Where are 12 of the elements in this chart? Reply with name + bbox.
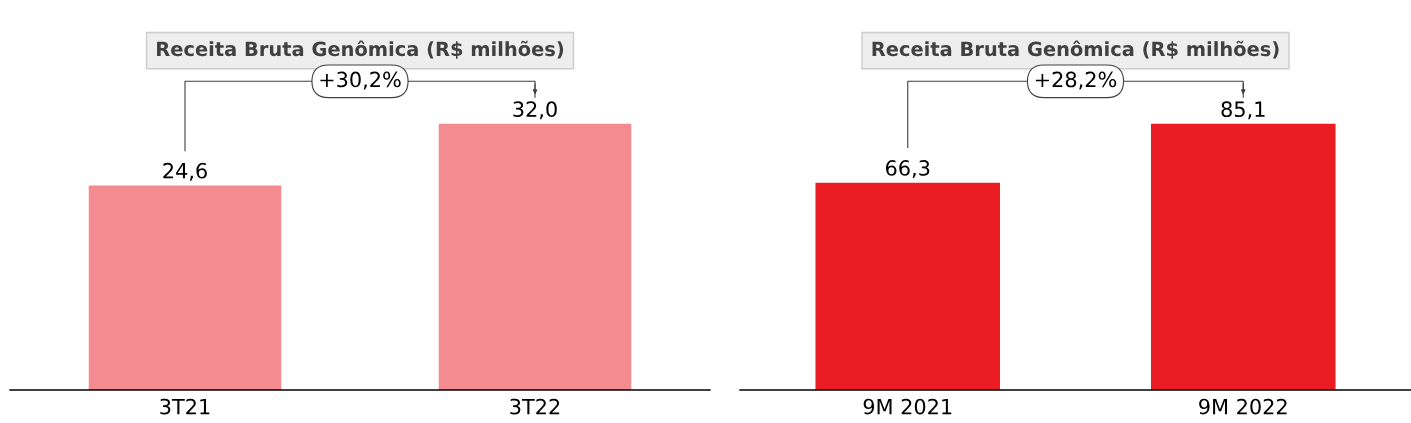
chart-title: Receita Bruta Genômica (R$ milhões) — [157, 40, 564, 59]
data-label: 66,3 — [886, 160, 930, 178]
x-tick-label: 9M 2021 — [863, 398, 952, 415]
data-label: 32,0 — [513, 101, 557, 120]
data-label: 85,1 — [1221, 101, 1265, 120]
x-tick-label: 3T22 — [510, 398, 560, 415]
chart-title: Receita Bruta Genômica (R$ milhões) — [872, 40, 1279, 59]
text: +28,2% — [1035, 71, 1117, 90]
data-label: 24,6 — [163, 162, 207, 181]
x-tick-label: 9M 2022 — [1199, 398, 1287, 415]
text: +30,2% — [320, 71, 401, 90]
x-tick-label: 3T21 — [160, 398, 210, 415]
